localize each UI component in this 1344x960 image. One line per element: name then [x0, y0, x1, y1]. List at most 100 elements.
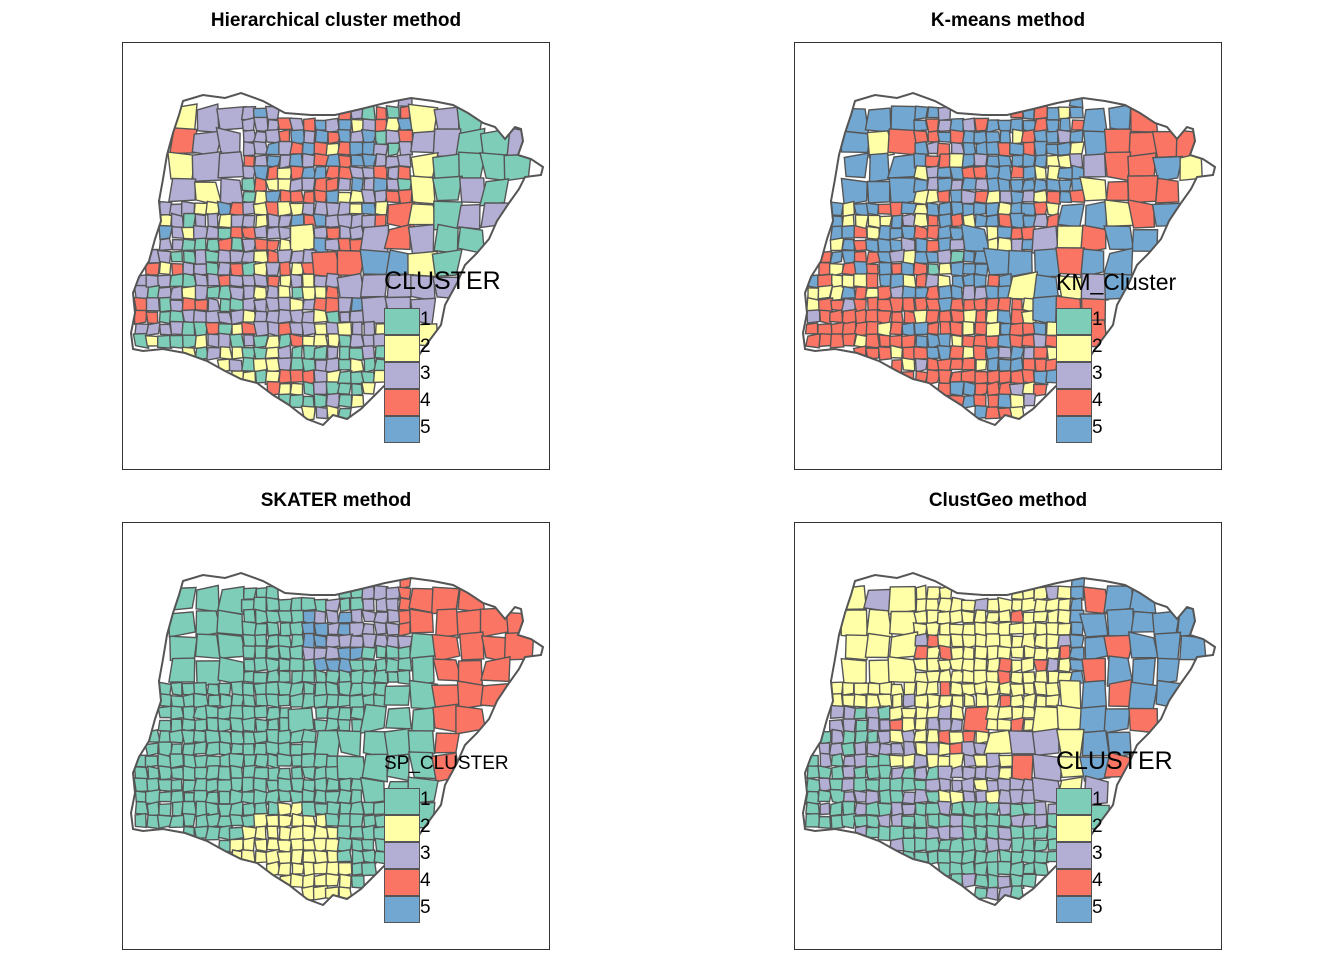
lga-region [336, 755, 367, 782]
map-frame [794, 42, 1222, 470]
lga-region [960, 860, 976, 876]
lga-region [301, 669, 316, 684]
lga-region [358, 703, 388, 735]
lga-region [996, 718, 1014, 732]
lga-region [938, 644, 953, 662]
lga-region [206, 285, 221, 299]
lga-region [301, 788, 316, 803]
lga-regions [132, 574, 535, 902]
lga-region [1069, 633, 1085, 649]
lga-region [375, 105, 388, 121]
lga-region [961, 872, 977, 889]
lga-region [950, 284, 964, 301]
lga-region [167, 177, 197, 203]
lga-region [913, 609, 928, 625]
lga-region [866, 225, 881, 241]
lga-region [876, 730, 894, 745]
lga-region [936, 166, 952, 179]
lga-region [1031, 753, 1063, 782]
lga-region [1155, 679, 1183, 710]
lga-region [938, 717, 953, 732]
map-legend: KM_Cluster 1 2 3 4 5 [1056, 267, 1216, 447]
lga-region [961, 357, 976, 371]
lga-region [1152, 155, 1184, 183]
lga-region [349, 706, 365, 721]
country-outline [801, 91, 1217, 427]
lga-region [167, 151, 197, 181]
lga-region [974, 632, 988, 649]
map-frame [794, 522, 1222, 950]
lga-region [254, 825, 267, 841]
lga-region [216, 585, 245, 616]
lga-region [1103, 634, 1135, 661]
lga-region [360, 202, 378, 216]
lga-region [840, 177, 868, 207]
lga-region [362, 813, 378, 828]
lga-region [901, 791, 917, 805]
lga-region [267, 800, 280, 816]
lga-region [840, 812, 857, 830]
lga-region [228, 274, 245, 288]
lga-region [325, 310, 341, 325]
lga-region [312, 333, 329, 347]
lga-region [348, 165, 365, 180]
lga-region [195, 584, 220, 613]
lga-region [829, 800, 843, 817]
lga-region [265, 261, 281, 277]
lga-region [975, 692, 989, 708]
legend-label: 5 [420, 417, 431, 438]
lga-region [951, 694, 964, 710]
lga-region [170, 705, 185, 721]
lga-region [984, 213, 1000, 228]
lga-region [1108, 103, 1132, 133]
lga-region [349, 693, 365, 709]
lga-region [949, 297, 965, 312]
lga-region [337, 393, 353, 409]
lga-region [289, 273, 303, 290]
country-outline [129, 91, 545, 427]
lga-region [902, 273, 917, 289]
lga-region [913, 645, 930, 661]
lga-region [902, 693, 916, 709]
lga-region [804, 322, 819, 335]
lga-region [985, 886, 999, 902]
lga-region [973, 645, 989, 660]
legend-label: 5 [1092, 897, 1103, 918]
lga-region [169, 285, 183, 301]
lga-region [1022, 692, 1037, 709]
legend-swatch [1056, 308, 1092, 335]
lga-region [985, 611, 1001, 624]
lga-region [950, 704, 965, 721]
lga-regions [804, 573, 1207, 902]
legend-label: 2 [1092, 816, 1103, 837]
lga-region [961, 320, 975, 336]
lga-region [914, 632, 930, 647]
legend-swatch [1056, 815, 1092, 842]
lga-region [913, 766, 928, 781]
lga-region [348, 682, 364, 697]
lga-region [431, 248, 463, 278]
lga-region [301, 202, 315, 217]
lga-region [314, 681, 328, 697]
lga-region [182, 765, 197, 782]
lga-region [229, 742, 244, 755]
lga-region [383, 223, 411, 251]
lga-region [937, 296, 953, 313]
lga-region [1070, 585, 1085, 601]
lga-region [900, 261, 915, 276]
lga-region [336, 848, 353, 863]
lga-region [336, 321, 353, 337]
lga-region [1032, 383, 1048, 398]
lga-region [144, 728, 162, 743]
lga-region [998, 272, 1012, 288]
lga-region [289, 743, 304, 756]
lga-region [888, 631, 919, 660]
lga-region [228, 826, 245, 841]
lga-region [889, 227, 903, 241]
lga-region [887, 128, 918, 156]
lga-region [337, 706, 352, 721]
lga-region [217, 765, 232, 782]
lga-region [277, 789, 293, 803]
lga-region [181, 321, 196, 337]
lga-region [1068, 189, 1086, 204]
